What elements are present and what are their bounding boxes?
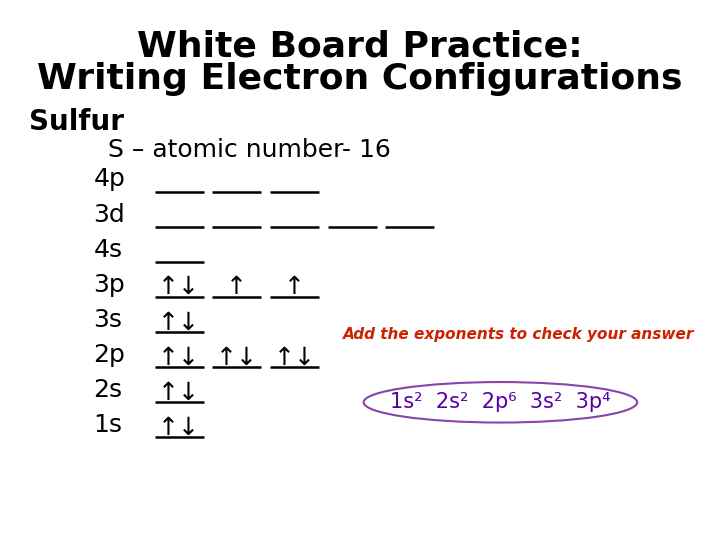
Text: 2s: 2s xyxy=(94,378,122,402)
Text: ↑↓: ↑↓ xyxy=(158,310,200,334)
Text: White Board Practice:: White Board Practice: xyxy=(138,30,582,64)
Text: ↑↓: ↑↓ xyxy=(158,381,200,404)
Text: Sulfur: Sulfur xyxy=(29,108,124,136)
Text: S – atomic number- 16: S – atomic number- 16 xyxy=(108,138,391,161)
Text: Add the exponents to check your answer: Add the exponents to check your answer xyxy=(343,327,694,342)
Text: 3s: 3s xyxy=(94,308,122,332)
Text: ↑↓: ↑↓ xyxy=(216,346,258,369)
Text: ↑↓: ↑↓ xyxy=(274,346,315,369)
Text: 4p: 4p xyxy=(94,167,125,191)
Text: 2p: 2p xyxy=(94,343,125,367)
Text: ↑: ↑ xyxy=(226,275,248,299)
Text: 3p: 3p xyxy=(94,273,125,296)
Text: 3d: 3d xyxy=(94,202,125,226)
Text: 1s: 1s xyxy=(94,413,122,437)
Text: ↑↓: ↑↓ xyxy=(158,346,200,369)
Text: 1s²  2s²  2p⁶  3s²  3p⁴: 1s² 2s² 2p⁶ 3s² 3p⁴ xyxy=(390,392,611,413)
Text: ↑: ↑ xyxy=(284,275,305,299)
Text: ↑↓: ↑↓ xyxy=(158,416,200,440)
Text: ↑↓: ↑↓ xyxy=(158,275,200,299)
Text: 4s: 4s xyxy=(94,238,122,261)
Text: Writing Electron Configurations: Writing Electron Configurations xyxy=(37,62,683,96)
